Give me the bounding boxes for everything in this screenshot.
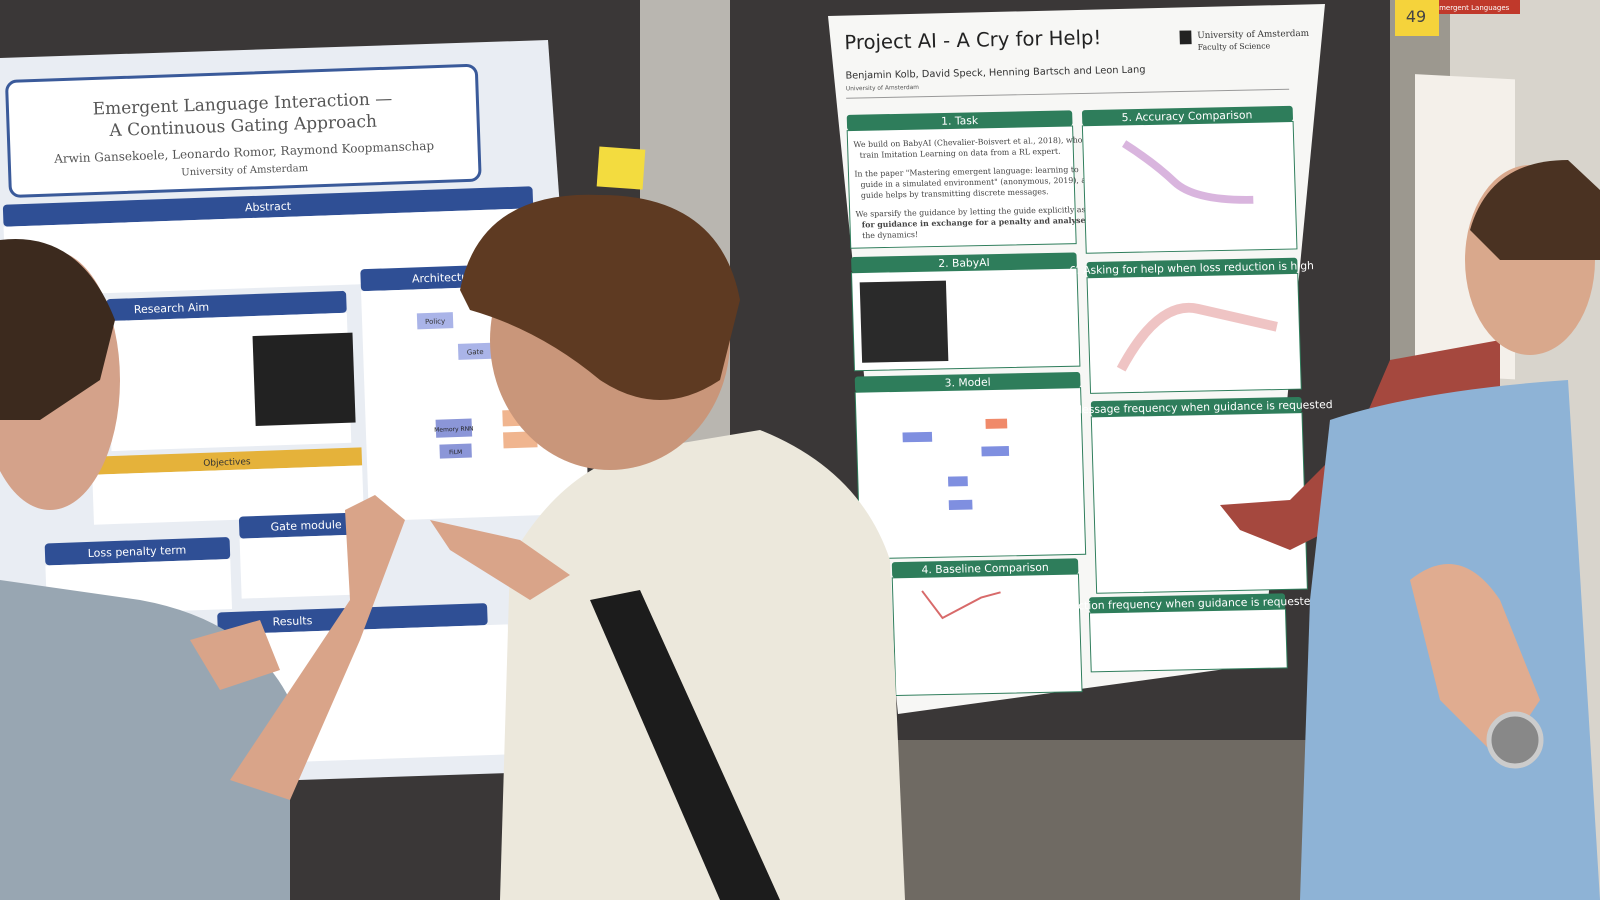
section-title: Abstract	[245, 200, 292, 215]
section-body	[1086, 272, 1302, 394]
section-header	[854, 372, 1081, 393]
person-left-arm	[230, 495, 405, 800]
floor	[880, 740, 1320, 900]
environment-image	[252, 332, 356, 427]
faculty: Faculty of Science	[1198, 41, 1271, 51]
poster-header	[1420, 0, 1520, 14]
sticky-note	[596, 146, 646, 190]
left-poster-content: Emergent Language Interaction — A Contin…	[2, 63, 589, 765]
diagram-label: Policy	[425, 317, 445, 326]
bullet-text: guide helps by transmitting discrete mes…	[861, 187, 1049, 200]
babyai-image	[859, 280, 949, 363]
section-title: Objectives	[203, 457, 251, 469]
section-task: 1. Task We build on BabyAI (Chevalier-Bo…	[846, 110, 1091, 249]
section-body	[891, 573, 1083, 696]
section-header	[846, 110, 1073, 131]
right-poster-affiliation: University of Amsterdam	[846, 85, 920, 92]
section-title: 4. Baseline Comparison	[921, 561, 1049, 577]
plot-illustration	[1116, 302, 1278, 372]
section-header	[44, 537, 231, 566]
divider	[846, 88, 1290, 99]
person-center-hand	[430, 520, 570, 600]
background-poster-title: Emergent Languages	[1435, 4, 1510, 12]
diagram-node	[457, 342, 493, 360]
section-title: Results	[272, 614, 312, 628]
person-center-shirt	[500, 430, 905, 900]
diagram-node	[435, 418, 473, 438]
section-header	[238, 512, 375, 539]
diagram-node	[948, 499, 973, 511]
section-title: Research Aim	[134, 301, 210, 317]
section-header	[851, 252, 1077, 273]
section-title: 2. BabyAI	[938, 256, 990, 270]
person-right-hair	[1470, 160, 1600, 260]
plot-illustration	[1122, 140, 1254, 204]
section-header	[1086, 257, 1298, 278]
title-box	[5, 63, 482, 198]
person-right-hand	[1410, 564, 1540, 760]
bag-strap	[590, 590, 780, 900]
section-header	[1089, 593, 1286, 613]
left-poster-affiliation: University of Amsterdam	[181, 163, 309, 178]
plot-illustration	[921, 590, 1001, 620]
diagram-label: Memory RNN	[434, 425, 474, 433]
section-header	[91, 447, 363, 475]
institution: University of Amsterdam	[1197, 29, 1310, 41]
section-title: Loss penalty term	[87, 544, 186, 560]
section-body	[854, 387, 1087, 560]
section-title: 8. Action frequency when guidance is req…	[1057, 594, 1317, 612]
diagram-label: FiLM	[449, 449, 462, 456]
person-left-hair	[0, 239, 115, 420]
logo	[1179, 30, 1192, 45]
diagram-label: Gate	[467, 348, 484, 357]
section-header	[1081, 105, 1293, 126]
bullet-text: the dynamics!	[862, 230, 918, 240]
diagram-node	[439, 443, 472, 459]
diagram-node	[947, 476, 968, 487]
section-title: 7. Message frequency when guidance is re…	[1059, 398, 1333, 417]
wristwatch	[1486, 711, 1544, 769]
section-body	[239, 533, 377, 599]
right-poster-content: Project AI - A Cry for Help! University …	[844, 26, 1333, 696]
section-title: 3. Model	[944, 376, 990, 390]
diagram-node	[985, 418, 1008, 429]
section-header	[106, 290, 347, 322]
diagram-node	[416, 312, 454, 330]
diagram-node	[902, 431, 933, 443]
section-header	[1090, 396, 1302, 417]
section-title: 6. Asking for help when loss reduction i…	[1069, 259, 1314, 277]
bullet-text: train Imitation Learning on data from a …	[860, 147, 1061, 160]
section-header	[891, 558, 1079, 578]
section-header	[2, 186, 534, 227]
person-left-hand	[190, 620, 280, 690]
section-body	[1088, 608, 1288, 673]
right-poster-title: Project AI - A Cry for Help!	[844, 26, 1101, 54]
person-center-hair	[460, 194, 740, 400]
diagram-node	[981, 446, 1010, 457]
sticky-note-text: 49	[1406, 7, 1426, 26]
sticky-note	[1395, 0, 1439, 36]
section-title: 1. Task	[941, 114, 979, 128]
section-body	[92, 465, 364, 525]
section-body	[846, 125, 1077, 249]
section-title: 5. Accuracy Comparison	[1121, 108, 1252, 124]
section-title: Gate module	[270, 518, 342, 533]
